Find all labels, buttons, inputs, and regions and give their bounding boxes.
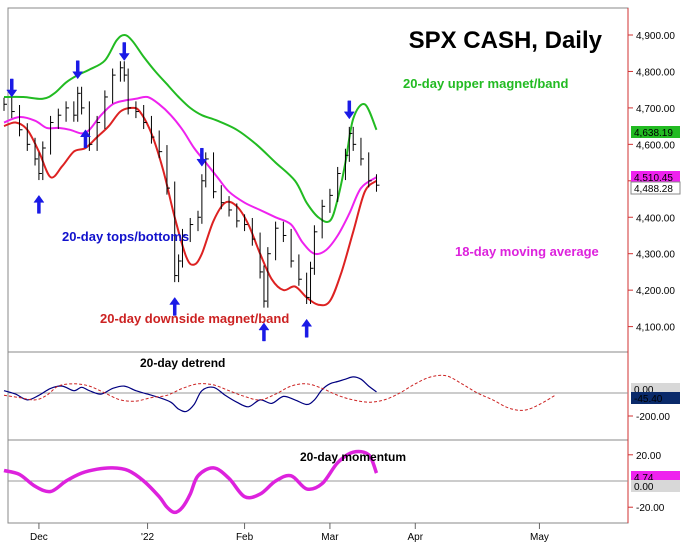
- top-arrow-icon: [343, 100, 355, 120]
- y-tick-label: -20.00: [636, 503, 665, 514]
- x-tick-label: Feb: [236, 532, 254, 543]
- bottom-arrow-icon: [258, 322, 270, 342]
- y-axis-strip: [628, 8, 680, 523]
- y-tick-label: 4,700.00: [636, 104, 675, 115]
- annotation-20-day-downside-magnet-band: 20-day downside magnet/band: [100, 311, 289, 326]
- bottom-arrow-icon: [33, 194, 45, 214]
- bottom-arrow-icon: [79, 129, 91, 149]
- projection-line: [3, 374, 556, 411]
- annotation-20-day-tops-bottoms: 20-day tops/bottoms: [62, 229, 189, 244]
- top-arrow-icon: [72, 60, 84, 80]
- detrend-zero-value-badge-label: 0.00: [634, 385, 654, 396]
- y-tick-label: 4,400.00: [636, 213, 675, 224]
- momentum-title: 20-day momentum: [300, 450, 406, 464]
- upper-band-value-badge: [631, 126, 680, 138]
- detrend-value-badge: [631, 392, 680, 404]
- moving-average-value-badge: [631, 171, 680, 183]
- upper-band-value-badge-label: 4,638.19: [634, 128, 673, 139]
- y-tick-label: 4,600.00: [636, 140, 675, 151]
- y-tick-label: -200.00: [636, 412, 670, 423]
- y-tick-label: 20.00: [636, 451, 661, 462]
- y-tick-label: 4,100.00: [636, 323, 675, 334]
- bottom-arrow-icon: [169, 297, 181, 316]
- x-tick-label: May: [530, 532, 549, 543]
- y-tick-label: 4,800.00: [636, 67, 675, 78]
- 20-day-downside-magnet-band-line: [3, 106, 378, 307]
- bottom-arrow-icon: [301, 318, 313, 338]
- x-tick-label: Apr: [407, 532, 423, 543]
- top-arrow-icon: [118, 42, 130, 61]
- price-value-badge-label: 4,488.28: [634, 184, 673, 195]
- y-tick-label: 4,300.00: [636, 250, 675, 261]
- moving-average-value-badge-label: 4,510.45: [634, 173, 673, 184]
- y-tick-label: 4,900.00: [636, 31, 675, 42]
- momentum-value-badge-label: 4.74: [634, 473, 654, 484]
- detrend-title: 20-day detrend: [140, 356, 225, 370]
- top-arrow-icon: [6, 78, 18, 98]
- x-tick-label: Mar: [321, 532, 339, 543]
- annotation-20-day-upper-magnet-band: 20-day upper magnet/band: [403, 76, 568, 91]
- x-tick-label: '22: [141, 532, 154, 543]
- momentum-zero-value-badge-label: 0.00: [634, 482, 654, 493]
- annotation-18-day-moving-average: 18-day moving average: [455, 244, 599, 259]
- top-arrow-icon: [196, 147, 208, 167]
- price-value-badge: [630, 181, 681, 195]
- momentum-zero-value-badge: [631, 480, 680, 492]
- momentum-line: [3, 449, 379, 515]
- chart-title: SPX CASH, Daily: [409, 27, 603, 54]
- x-tick-label: Dec: [30, 532, 48, 543]
- detrend-value-badge-label: -45.40: [634, 394, 663, 405]
- detrend-line: [3, 376, 377, 413]
- y-tick-label: 4,200.00: [636, 286, 675, 297]
